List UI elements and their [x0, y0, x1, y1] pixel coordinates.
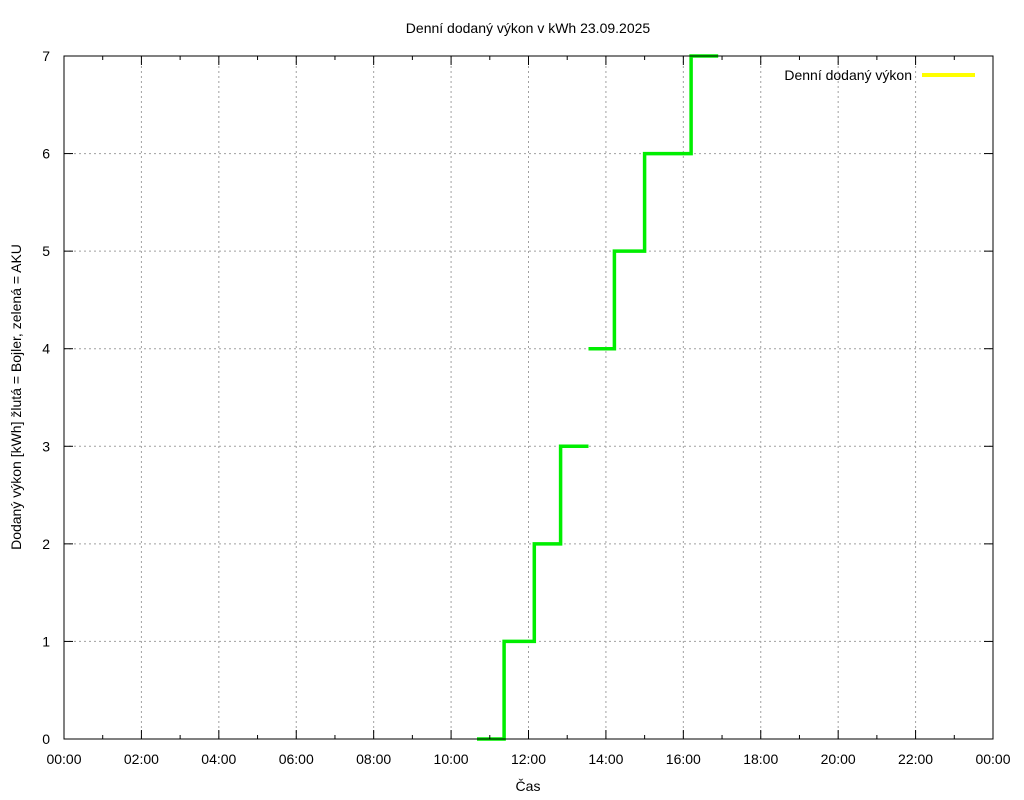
x-tick-label: 22:00 — [898, 751, 933, 767]
grid-layer — [64, 56, 993, 739]
y-tick-label: 3 — [42, 438, 50, 454]
series-layer — [476, 54, 719, 741]
y-tick-label: 1 — [42, 633, 50, 649]
x-tick-label: 10:00 — [434, 751, 469, 767]
x-tick-label: 08:00 — [356, 751, 391, 767]
chart-title: Denní dodaný výkon v kWh 23.09.2025 — [406, 20, 651, 36]
aku-series-2 — [588, 54, 719, 351]
y-tick-label: 7 — [42, 48, 50, 64]
x-axis-label: Čas — [516, 778, 541, 794]
x-tick-label: 06:00 — [279, 751, 314, 767]
x-tick-label: 12:00 — [511, 751, 546, 767]
y-tick-label: 0 — [42, 731, 50, 747]
y-axis-label: Dodaný výkon [kWh] žlutá = Bojler, zelen… — [8, 244, 24, 550]
x-tick-label: 02:00 — [124, 751, 159, 767]
y-tick-label: 5 — [42, 243, 50, 259]
legend: Denní dodaný výkon — [784, 67, 975, 83]
ticks-layer: 00:00 02:00 04:00 06:00 08:00 10:00 12:00 14:00… — [42, 48, 1011, 767]
x-tick-label: 14:00 — [588, 751, 623, 767]
aku-series-1 — [477, 444, 589, 741]
x-tick-label: 00:00 — [46, 751, 81, 767]
y-tick-label: 4 — [42, 341, 50, 357]
y-tick-label: 6 — [42, 146, 50, 162]
x-tick-label: 18:00 — [743, 751, 778, 767]
y-tick-label: 2 — [42, 536, 50, 552]
x-tick-label: 00:00 — [975, 751, 1010, 767]
x-tick-label: 04:00 — [201, 751, 236, 767]
legend-label: Denní dodaný výkon — [784, 67, 912, 83]
x-tick-label: 16:00 — [666, 751, 701, 767]
x-tick-label: 20:00 — [821, 751, 856, 767]
